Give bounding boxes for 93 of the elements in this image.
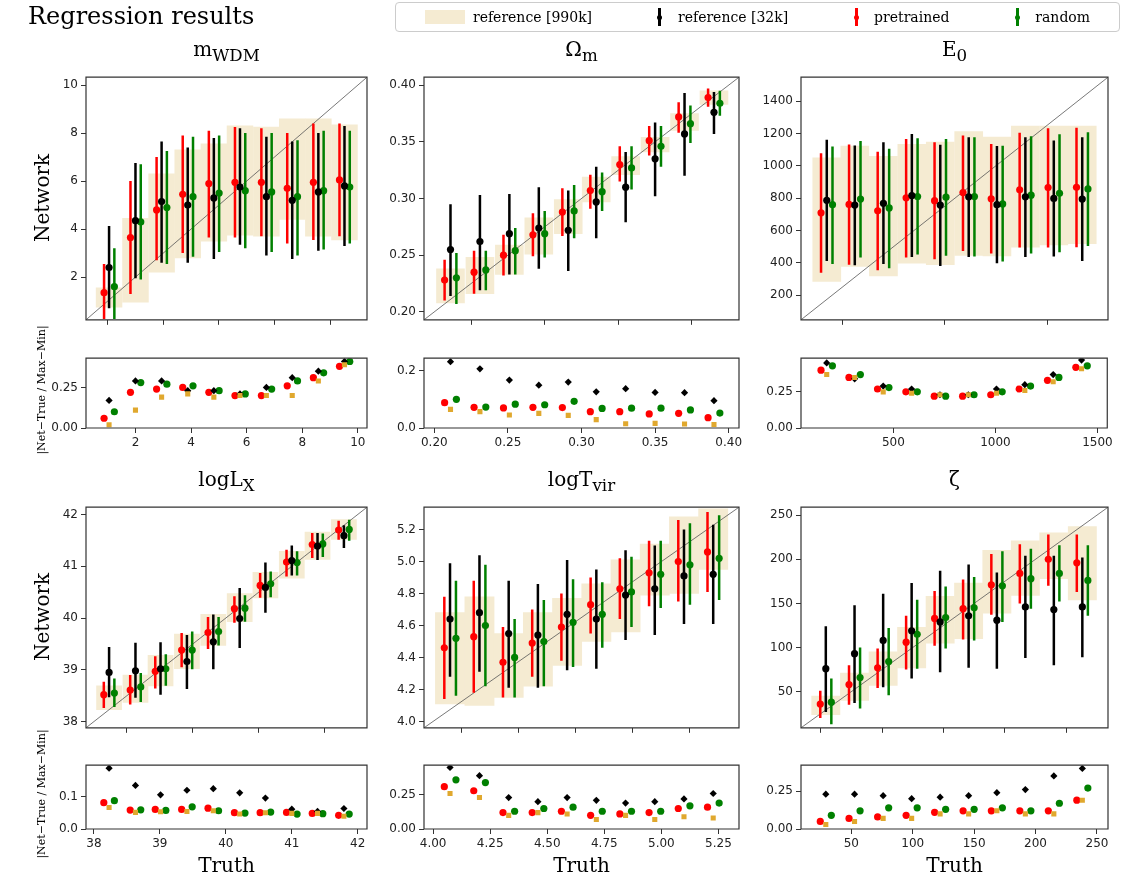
y-axis-title: |Net−True / Max−Min| (34, 728, 50, 861)
y-axis-title: Network (30, 571, 54, 663)
y-tick-label: 0.25 (766, 783, 793, 798)
y-tick-label: 0.0 (396, 420, 416, 435)
y-tick-label: 400 (770, 254, 793, 269)
y-tick-label: 0.00 (389, 821, 416, 836)
y-tick-label: 100 (770, 639, 793, 654)
x-tick-label: 150 (962, 836, 986, 851)
chart-title: ζ (948, 467, 961, 491)
y-tick-label: 0.30 (389, 190, 416, 205)
y-tick-label: 0.2 (396, 362, 416, 377)
y-tick-label: 4.2 (396, 681, 416, 696)
legend-label: pretrained (874, 9, 950, 25)
y-axis-title: Network (30, 152, 54, 244)
x-tick-label: 8 (298, 435, 307, 450)
y-tick-label: 50 (777, 683, 793, 698)
y-tick-label: 600 (770, 222, 793, 237)
y-tick-label: 0.35 (389, 133, 416, 148)
x-tick-label: 6 (242, 435, 251, 450)
x-tick-label: 41 (284, 836, 300, 851)
y-tick-label: 1400 (762, 93, 793, 108)
y-tick-label: 4.8 (396, 585, 416, 600)
y-tick-label: 250 (770, 507, 793, 522)
x-tick-label: 4.50 (533, 836, 561, 851)
y-tick-label: 1200 (762, 125, 793, 140)
y-tick-label: 5.2 (396, 521, 416, 536)
y-tick-label: 200 (770, 551, 793, 566)
x-tick-label: 4.75 (590, 836, 618, 851)
y-tick-label: 4.0 (396, 713, 416, 728)
chart-title: E$_{0}$ (940, 37, 969, 65)
y-tick-label: 0.1 (58, 788, 78, 803)
y-tick-label: 0.40 (389, 77, 416, 92)
x-tick-label: 5.25 (705, 836, 732, 851)
x-tick-label: 4.25 (476, 836, 504, 851)
x-tick-label: 0.40 (715, 435, 743, 450)
x-tick-label: 0.30 (568, 435, 595, 450)
chart-title: Ω$_{m}$ (564, 37, 599, 65)
x-tick-label: 200 (1024, 836, 1047, 851)
y-tick-label: 0.25 (51, 379, 78, 394)
y-tick-label: 39 (62, 661, 78, 676)
y-tick-label: 8 (70, 125, 78, 140)
x-tick-label: 5.00 (648, 836, 675, 851)
x-tick-label: 0.25 (494, 435, 522, 450)
y-tick-label: 6 (70, 173, 78, 188)
y-tick-label: 0.25 (389, 247, 416, 262)
x-tick-label: 40 (218, 836, 234, 851)
y-tick-label: 42 (62, 506, 78, 521)
y-tick-label: 0.25 (766, 384, 793, 398)
y-tick-label: 41 (62, 558, 78, 573)
x-tick-label: 39 (152, 836, 168, 851)
y-tick-label: 0.00 (766, 420, 793, 435)
chart-title: logT$_{vir}$ (546, 467, 617, 495)
y-tick-label: 38 (62, 713, 78, 728)
x-tick-label: 4.00 (419, 836, 447, 851)
y-tick-label: 5.0 (396, 553, 416, 568)
x-tick-label: 500 (881, 435, 905, 450)
y-tick-label: 0.00 (766, 821, 793, 836)
legend-label: reference [990k] (472, 9, 593, 25)
y-tick-label: 0.00 (51, 420, 78, 435)
x-tick-label: 0.20 (420, 435, 448, 450)
y-tick-label: 4.6 (396, 617, 416, 632)
x-tick-label: 250 (1085, 836, 1109, 851)
y-tick-label: 2 (70, 269, 78, 284)
x-tick-label: 1000 (980, 435, 1011, 450)
y-tick-label: 200 (770, 287, 793, 302)
y-tick-label: 4 (70, 221, 78, 236)
y-tick-label: 1000 (762, 157, 793, 172)
x-tick-label: 100 (901, 836, 925, 851)
text: Regression results (28, 2, 255, 30)
y-tick-label: 10 (62, 77, 78, 92)
x-tick-label: 50 (843, 836, 859, 851)
y-axis-title: |Net−True / Max−Min| (35, 325, 48, 455)
x-tick-label: 2 (131, 435, 140, 450)
x-tick-label: 4 (187, 435, 195, 450)
legend-label: reference [32k] (677, 9, 789, 25)
x-axis-title: Truth (552, 853, 611, 877)
x-tick-label: 1500 (1082, 435, 1113, 450)
x-tick-label: 38 (86, 836, 102, 851)
x-axis-title: Truth (925, 853, 984, 877)
y-tick-label: 0.25 (389, 786, 416, 801)
y-tick-label: 4.4 (396, 649, 416, 664)
legend-label: random (1035, 9, 1091, 25)
x-tick-label: 0.35 (641, 435, 669, 450)
y-tick-label: 150 (770, 595, 793, 610)
x-axis-title: Truth (197, 853, 256, 877)
chart-title: logL$_{X}$ (197, 467, 256, 495)
y-tick-label: 40 (62, 610, 78, 625)
y-tick-label: 800 (770, 190, 793, 205)
x-tick-label: 42 (350, 836, 366, 851)
y-tick-label: 0.20 (389, 303, 416, 318)
y-tick-label: 0.0 (58, 821, 78, 836)
x-tick-label: 10 (350, 435, 366, 450)
chart-title: m$_{WDM}$ (192, 37, 261, 65)
